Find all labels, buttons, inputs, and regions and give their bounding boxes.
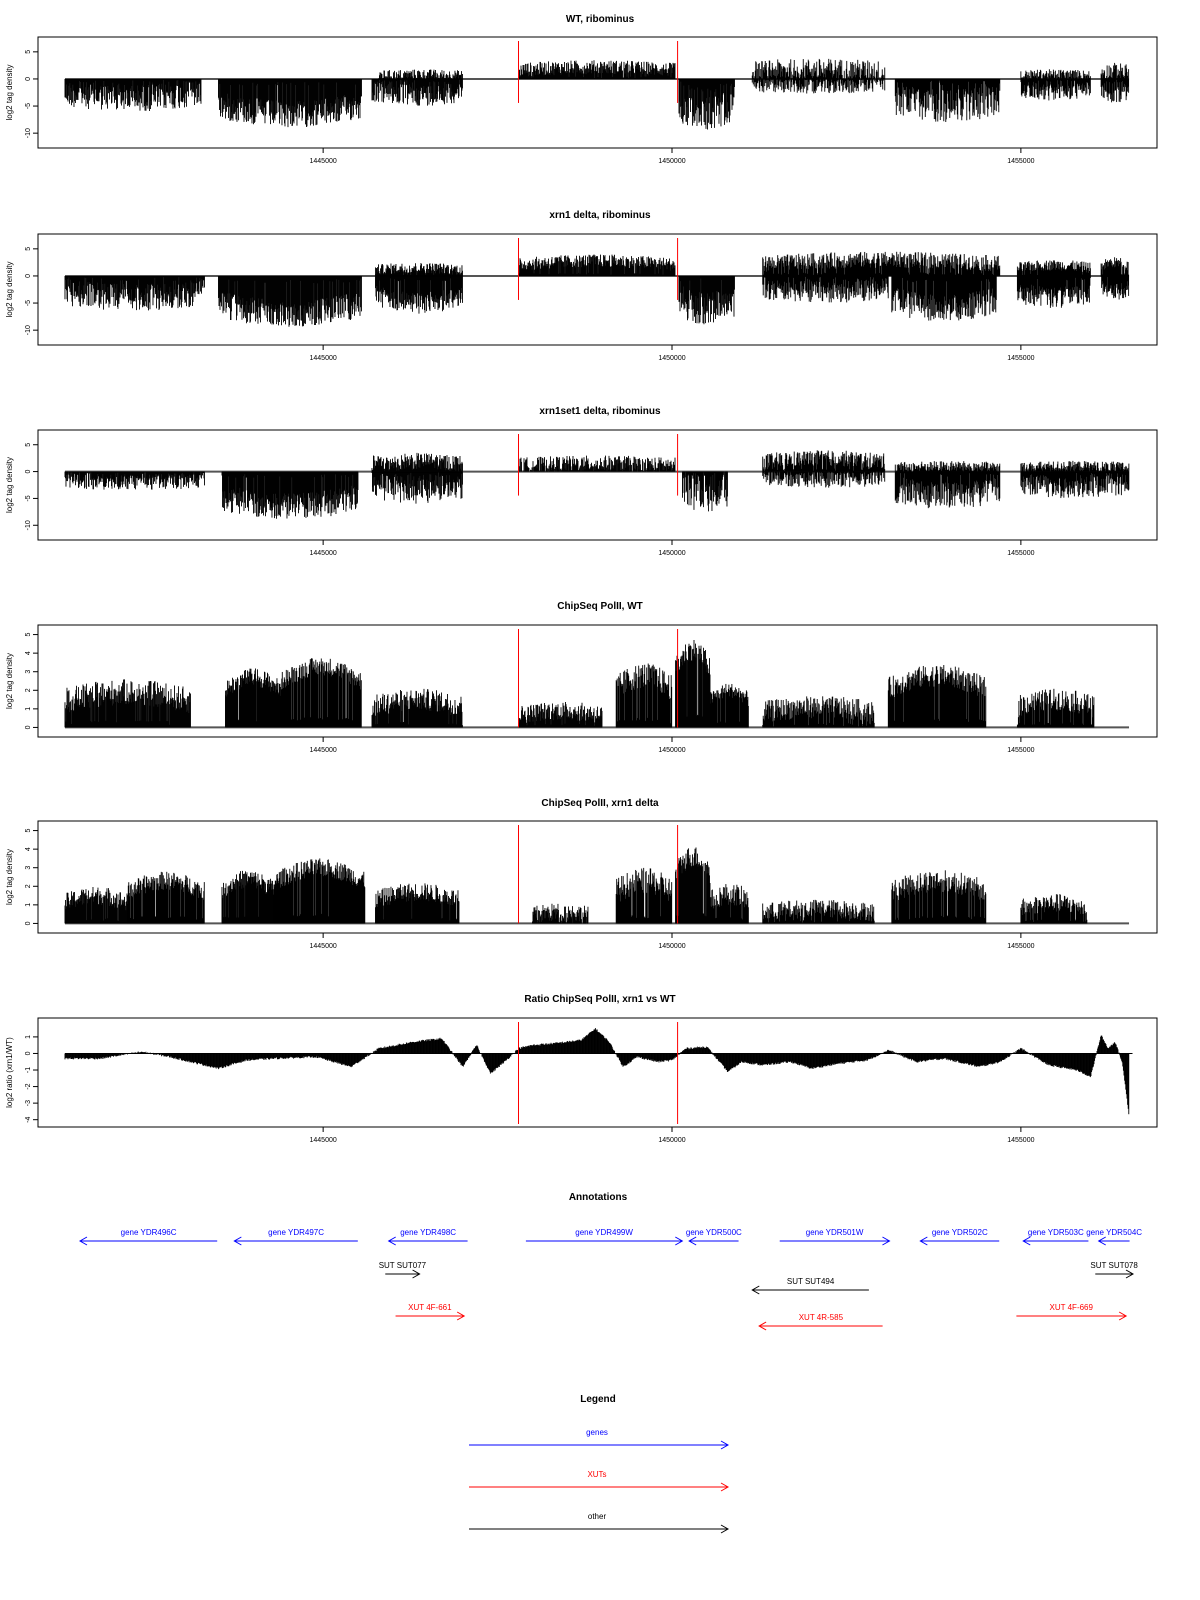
series-segment-6: [678, 78, 735, 130]
series-segment-10: [1016, 260, 1091, 276]
y-tick-label: -10: [25, 128, 32, 138]
y-tick-label: -5: [25, 103, 32, 109]
series-segment-9: [894, 78, 1001, 122]
series-segment-11: [1020, 69, 1091, 79]
plot-frame: [37, 233, 1158, 346]
series-segment-7: [751, 58, 886, 79]
series-segment-1: [64, 275, 205, 311]
series-segment-6: [678, 275, 735, 325]
series-segment-8: [762, 275, 889, 303]
x-tick-label: 1450000: [658, 158, 685, 165]
panel-title: WT, ribominus: [566, 14, 635, 25]
panel-2: xrn1 delta, ribominus 5 0 -5 -10 log2 tag den…: [5, 210, 1158, 362]
plot-frame: [37, 36, 1158, 149]
series-segment-4: [378, 69, 463, 79]
x-tick-label: 1445000: [310, 158, 337, 165]
panel-title: xrn1 delta, ribominus: [549, 210, 651, 221]
x-tick-label: 1450000: [658, 355, 685, 362]
series-segment-12: [1100, 62, 1130, 79]
y-tick-label: 5: [25, 50, 32, 54]
series-segment-2: [218, 275, 362, 327]
y-tick-label: 5: [25, 247, 32, 251]
x-tick-label: 1445000: [310, 355, 337, 362]
y-axis-label: log2 tag density: [5, 64, 14, 120]
y-tick-label: 0: [25, 274, 32, 278]
series-segment-11: [1016, 275, 1091, 308]
series-segment-3: [371, 78, 463, 106]
x-tick-label: 1455000: [1007, 158, 1034, 165]
y-axis-label: log2 tag density: [5, 261, 14, 317]
series-segment-8: [751, 78, 886, 94]
series-segment-5: [518, 60, 676, 79]
series-segment-3: [375, 275, 463, 314]
series-segment-9: [891, 275, 997, 321]
series-segment-13: [1100, 78, 1130, 103]
series-segment-10: [1020, 78, 1091, 101]
series-segment-5: [518, 254, 676, 276]
y-tick-label: -10: [25, 325, 32, 335]
panel-1: WT, ribominus 5 0 -5 -10 log2 tag density 1445…: [5, 14, 1158, 165]
series-segment-1: [64, 78, 202, 111]
y-tick-label: 0: [25, 77, 32, 81]
y-tick-label: -5: [25, 300, 32, 306]
x-tick-label: 1455000: [1007, 355, 1034, 362]
series-segment-4: [375, 262, 463, 276]
series-segment-7: [762, 251, 1001, 276]
series-segment-2: [218, 78, 362, 128]
